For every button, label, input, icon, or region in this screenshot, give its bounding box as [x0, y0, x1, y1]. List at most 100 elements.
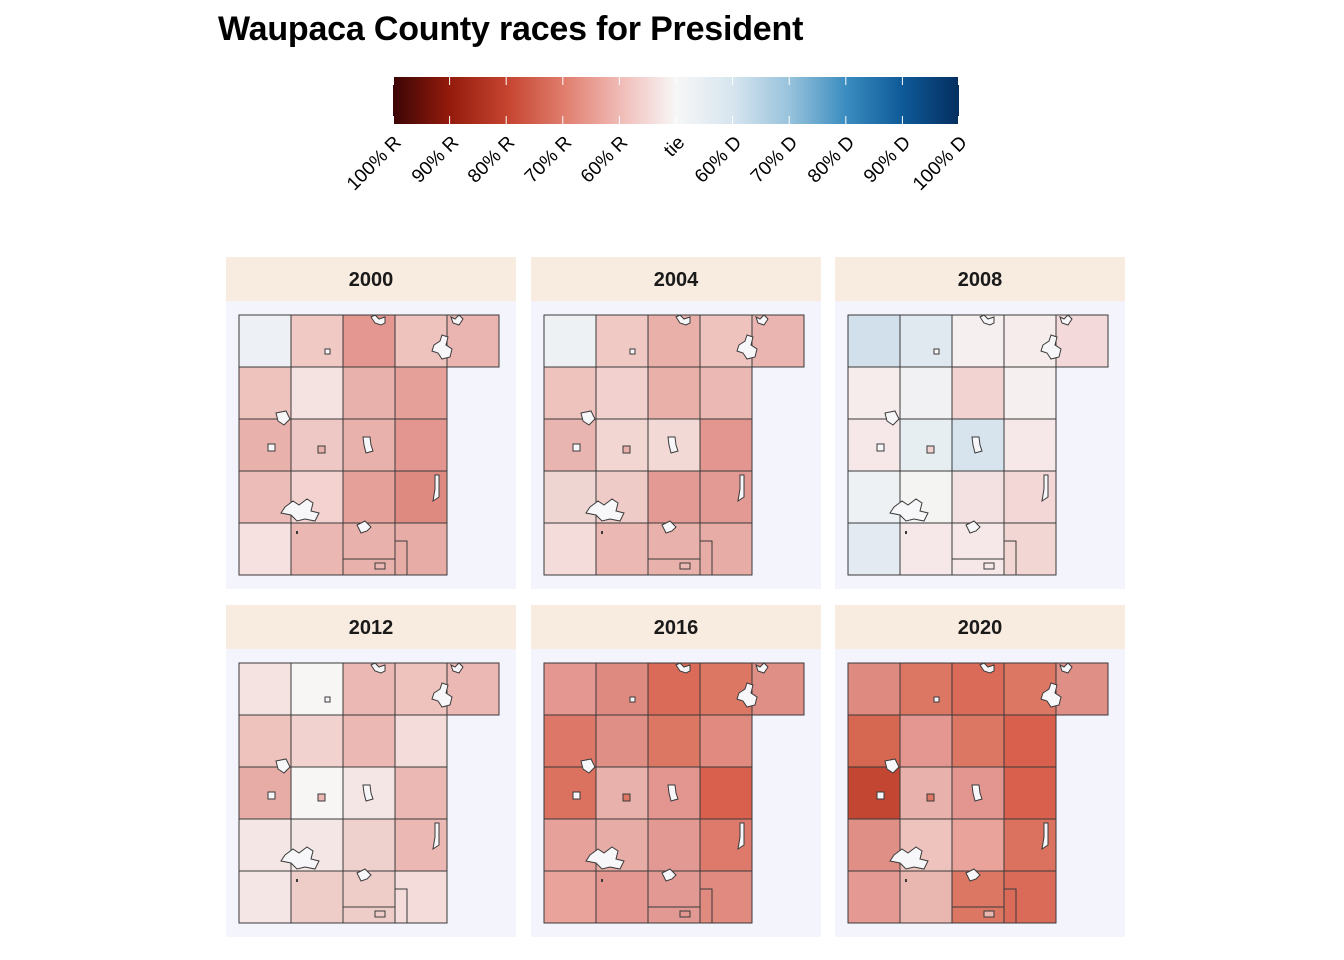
city-boundary: [280, 846, 320, 870]
facet-strip-label: 2000: [226, 257, 516, 301]
village-boundary: [1059, 314, 1073, 326]
township: [595, 314, 649, 368]
legend-label: tie: [660, 132, 690, 162]
township: [543, 314, 597, 368]
township: [342, 662, 396, 716]
facet-strip-label: 2012: [226, 605, 516, 649]
facet-strip-label: 2020: [835, 605, 1125, 649]
village-boundary: [661, 868, 677, 882]
city-boundary: [736, 334, 758, 360]
township: [951, 314, 1005, 368]
county-map: [543, 662, 805, 924]
township: [238, 470, 292, 524]
city-boundary: [580, 758, 596, 774]
village-boundary: [374, 562, 386, 570]
village-boundary: [317, 793, 326, 802]
township: [699, 870, 753, 924]
village-boundary: [267, 443, 276, 452]
village-boundary: [450, 314, 464, 326]
township: [290, 314, 344, 368]
village-boundary: [572, 791, 581, 800]
city-boundary: [432, 822, 440, 851]
facet-panel-2016: 2016: [531, 605, 821, 937]
legend-label: 70% D: [747, 132, 803, 188]
township: [1003, 418, 1057, 472]
village-boundary: [661, 520, 677, 534]
village-boundary: [755, 662, 769, 674]
township: [290, 366, 344, 420]
township: [342, 366, 396, 420]
township: [238, 818, 292, 872]
township: [342, 818, 396, 872]
city-boundary: [736, 682, 758, 708]
township: [699, 714, 753, 768]
township: [543, 418, 597, 472]
village-boundary: [979, 662, 995, 674]
village-boundary: [629, 348, 636, 355]
city-boundary: [884, 758, 900, 774]
legend-label: 90% R: [407, 132, 463, 188]
township: [543, 766, 597, 820]
township: [847, 870, 901, 924]
legend-label: 60% D: [690, 132, 746, 188]
township: [394, 766, 448, 820]
township: [290, 766, 344, 820]
legend-label: 70% R: [520, 132, 576, 188]
township: [647, 662, 701, 716]
township: [847, 662, 901, 716]
map-panel: [531, 649, 821, 937]
village-boundary: [983, 562, 995, 570]
township: [847, 766, 901, 820]
village-boundary: [979, 314, 995, 326]
city-boundary: [1041, 822, 1049, 851]
village-boundary: [679, 562, 691, 570]
city-boundary: [275, 758, 291, 774]
village-boundary: [926, 445, 935, 454]
city-boundary: [737, 474, 745, 503]
township: [342, 522, 396, 576]
city-boundary: [585, 846, 625, 870]
township: [1003, 766, 1057, 820]
village-boundary: [356, 868, 372, 882]
township: [1003, 870, 1057, 924]
city-boundary: [432, 474, 440, 503]
color-legend-bar: [393, 77, 959, 124]
village-boundary: [965, 868, 981, 882]
township: [543, 662, 597, 716]
township: [847, 314, 901, 368]
township: [1003, 714, 1057, 768]
legend-label: 100% R: [343, 132, 406, 195]
township: [290, 714, 344, 768]
township: [290, 662, 344, 716]
village-boundary: [755, 314, 769, 326]
township: [647, 870, 701, 924]
township: [899, 366, 953, 420]
county-map: [543, 314, 805, 576]
township: [342, 870, 396, 924]
township: [543, 522, 597, 576]
township: [647, 714, 701, 768]
village-boundary: [876, 443, 885, 452]
city-boundary: [431, 334, 453, 360]
township: [595, 870, 649, 924]
village-marker: [601, 531, 603, 534]
village-marker: [296, 531, 298, 534]
legend-label: 100% D: [909, 132, 972, 195]
village-boundary: [965, 520, 981, 534]
village-boundary: [370, 314, 386, 326]
village-boundary: [356, 520, 372, 534]
city-boundary: [1041, 474, 1049, 503]
township: [543, 818, 597, 872]
township: [342, 470, 396, 524]
township: [899, 418, 953, 472]
city-boundary: [1040, 682, 1062, 708]
village-marker: [905, 879, 907, 882]
city-boundary: [971, 436, 983, 454]
facet-panel-2004: 2004: [531, 257, 821, 589]
county-map: [847, 662, 1109, 924]
township: [543, 870, 597, 924]
township: [290, 870, 344, 924]
facet-panel-2008: 2008: [835, 257, 1125, 589]
county-map: [238, 314, 500, 576]
township: [394, 522, 448, 576]
